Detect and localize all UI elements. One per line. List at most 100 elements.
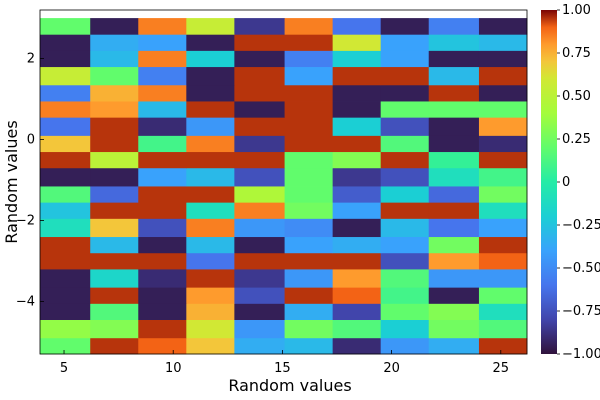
- heatmap-cell: [40, 269, 91, 288]
- heatmap-cell: [40, 167, 91, 187]
- x-tick-label: 20: [383, 361, 400, 376]
- heatmap-cell: [284, 252, 334, 270]
- heatmap-cell: [90, 101, 139, 118]
- x-tick-label: 5: [60, 361, 68, 376]
- heatmap-cell: [234, 218, 285, 238]
- heatmap-cell: [40, 319, 91, 339]
- heatmap-cell: [90, 117, 139, 136]
- heatmap-cell: [428, 202, 480, 219]
- heatmap-cell: [138, 18, 187, 35]
- heatmap-cell: [186, 50, 235, 68]
- heatmap-cell: [186, 101, 235, 118]
- heatmap-cell: [138, 269, 187, 288]
- heatmap-cell: [40, 202, 91, 219]
- heatmap-cell: [90, 186, 139, 203]
- heatmap-cell: [234, 34, 285, 51]
- heatmap-cell: [478, 167, 528, 187]
- colorbar-ticks: −1.00 −0.75 −0.50 −0.25 0 0.25 0.50 0.75 1.00: [557, 3, 600, 362]
- y-tick-label: −4: [16, 294, 35, 309]
- heatmap-cell: [478, 252, 528, 270]
- heatmap-cell: [90, 252, 139, 270]
- heatmap-cell: [428, 34, 480, 51]
- colorbar-tick-label: 1.00: [562, 3, 591, 18]
- heatmap-cell: [332, 202, 382, 219]
- heatmap-cell: [478, 303, 528, 320]
- heatmap-cell: [138, 151, 187, 169]
- heatmap-cell: [284, 66, 334, 86]
- heatmap-cell: [428, 337, 480, 355]
- colorbar: −1.00 −0.75 −0.50 −0.25 0 0.25 0.50 0.75 1.00: [541, 3, 600, 362]
- heatmap-cell: [478, 236, 528, 254]
- heatmap-cell: [138, 218, 187, 238]
- heatmap-cell: [284, 50, 334, 68]
- heatmap-cell: [186, 202, 235, 219]
- heatmap-cell: [90, 66, 139, 86]
- heatmap-cell: [40, 34, 91, 51]
- heatmap-cell: [186, 252, 235, 270]
- heatmap-cell: [40, 117, 91, 136]
- colorbar-tick-label: 0: [562, 175, 570, 190]
- heatmap-cell: [284, 218, 334, 238]
- heatmap-cell: [138, 186, 187, 203]
- heatmap-cell: [234, 50, 285, 68]
- heatmap-cell: [478, 337, 528, 355]
- heatmap-cell: [234, 101, 285, 118]
- heatmap-cell: [138, 202, 187, 219]
- heatmap-cell: [380, 269, 430, 288]
- heatmap-cell: [186, 186, 235, 203]
- heatmap-cell: [428, 101, 480, 118]
- heatmap-cell: [332, 101, 382, 118]
- heatmap-cell: [478, 135, 528, 153]
- heatmap-cell: [186, 303, 235, 320]
- heatmap-cell: [284, 202, 334, 219]
- heatmap-cell: [138, 287, 187, 304]
- heatmap-cell: [478, 218, 528, 238]
- heatmap-cell: [90, 167, 139, 187]
- heatmap-cell: [380, 167, 430, 187]
- heatmap-cell: [478, 202, 528, 219]
- heatmap-cell: [332, 135, 382, 153]
- heatmap-cell: [380, 66, 430, 86]
- colorbar-tick-label: −0.25: [562, 218, 600, 233]
- heatmap-cell: [380, 101, 430, 118]
- heatmap-cell: [234, 303, 285, 320]
- heatmap-cell: [428, 319, 480, 339]
- heatmap-cell: [284, 34, 334, 51]
- heatmap-cell: [284, 337, 334, 355]
- heatmap-cell: [428, 50, 480, 68]
- heatmap-cell: [332, 186, 382, 203]
- heatmap-cell: [380, 287, 430, 304]
- heatmap-cell: [186, 117, 235, 136]
- heatmap-cell: [380, 252, 430, 270]
- heatmap-cell: [428, 66, 480, 86]
- heatmap-cell: [186, 287, 235, 304]
- x-tick-label: 10: [165, 361, 182, 376]
- heatmap-cell: [40, 337, 91, 355]
- heatmap-cell: [40, 151, 91, 169]
- heatmap-cell: [428, 287, 480, 304]
- heatmap-cell: [90, 269, 139, 288]
- heatmap-cell: [332, 167, 382, 187]
- heatmap-cell: [138, 236, 187, 254]
- heatmap-cell: [284, 151, 334, 169]
- heatmap-cell: [40, 18, 91, 35]
- heatmap-cell: [284, 236, 334, 254]
- heatmap-cell: [332, 117, 382, 136]
- heatmap-cell: [332, 151, 382, 169]
- heatmap-cell: [428, 252, 480, 270]
- heatmap-cell: [138, 303, 187, 320]
- heatmap-cell: [380, 218, 430, 238]
- heatmap-cell: [332, 337, 382, 355]
- heatmap-cell: [186, 337, 235, 355]
- heatmap-cell: [332, 269, 382, 288]
- heatmap-cell: [284, 319, 334, 339]
- heatmap-cell: [380, 202, 430, 219]
- heatmap-cell: [380, 151, 430, 169]
- colorbar-tick-label: −0.75: [562, 304, 600, 319]
- heatmap-cell: [478, 18, 528, 35]
- heatmap-cell: [90, 202, 139, 219]
- heatmap-cell: [478, 269, 528, 288]
- heatmap-cell: [234, 287, 285, 304]
- heatmap-cell: [332, 66, 382, 86]
- heatmap-cell: [40, 84, 91, 102]
